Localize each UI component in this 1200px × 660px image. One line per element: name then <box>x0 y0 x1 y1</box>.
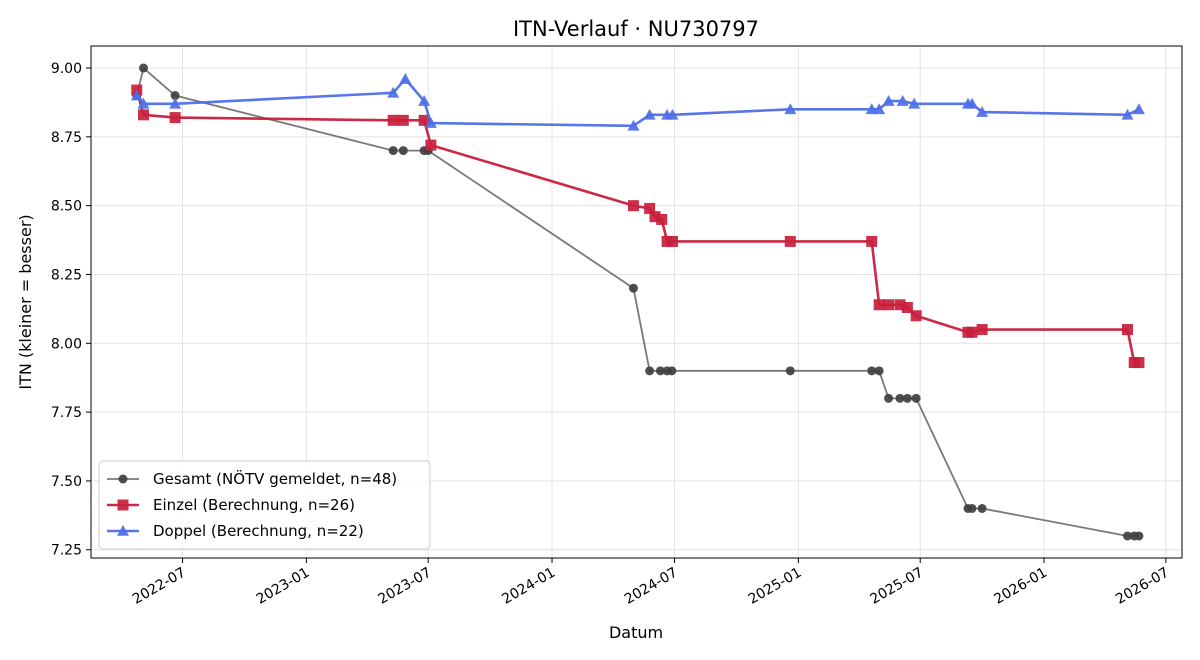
data-point-einzel <box>137 109 149 121</box>
data-point-einzel <box>425 139 437 151</box>
y-tick-label: 8.00 <box>51 336 82 352</box>
data-point-doppel <box>896 95 909 106</box>
y-axis-label: ITN (kleiner = besser) <box>16 214 35 389</box>
data-point-doppel <box>784 103 797 115</box>
data-point-einzel <box>667 235 679 247</box>
legend-label-doppel: Doppel (Berechnung, n=22) <box>153 522 364 540</box>
series-gesamt <box>132 63 1144 541</box>
legend-label-gesamt: Gesamt (NÖTV gemeldet, n=48) <box>153 469 397 488</box>
data-point-einzel <box>1121 324 1133 336</box>
data-point-gesamt <box>911 393 921 403</box>
data-point-gesamt <box>667 366 677 376</box>
data-point-doppel <box>130 89 143 101</box>
data-point-gesamt <box>1122 531 1132 541</box>
chart-title: ITN-Verlauf · NU730797 <box>513 17 759 41</box>
series-doppel <box>130 73 1145 131</box>
data-point-gesamt <box>785 366 795 376</box>
data-point-einzel <box>418 114 430 126</box>
legend-label-einzel: Einzel (Berechnung, n=26) <box>153 496 355 514</box>
data-point-einzel <box>397 114 409 126</box>
data-point-doppel <box>627 119 640 131</box>
data-point-gesamt <box>895 393 905 403</box>
data-point-gesamt <box>138 63 148 73</box>
plot-frame <box>90 45 1183 559</box>
data-point-doppel <box>976 106 989 117</box>
data-point-doppel <box>666 108 679 120</box>
legend: Gesamt (NÖTV gemeldet, n=48) Einzel (Bere… <box>98 460 431 550</box>
data-point-einzel <box>883 299 895 311</box>
series-einzel <box>131 84 1145 369</box>
data-point-doppel <box>399 73 412 84</box>
data-point-doppel <box>424 117 437 128</box>
data-point-gesamt <box>1134 531 1144 541</box>
data-point-einzel <box>901 302 913 314</box>
x-axis-label: Datum <box>609 623 663 642</box>
data-point-gesamt <box>884 393 894 403</box>
data-point-gesamt <box>874 366 884 376</box>
data-point-doppel <box>908 97 921 109</box>
data-point-doppel <box>387 86 400 98</box>
y-tick-label: 8.25 <box>51 267 82 283</box>
data-point-doppel <box>1121 108 1134 120</box>
y-tick-label: 7.25 <box>51 543 82 559</box>
legend-marker-einzel <box>117 499 129 511</box>
series-layer <box>130 63 1145 541</box>
y-tick-label: 7.50 <box>51 474 82 490</box>
legend-marker-gesamt <box>118 474 128 484</box>
data-point-einzel <box>644 202 656 214</box>
data-point-gesamt <box>645 366 655 376</box>
y-tick-label: 7.75 <box>51 405 82 421</box>
data-point-doppel <box>873 103 886 115</box>
data-point-einzel <box>169 112 181 124</box>
data-point-gesamt <box>628 283 638 293</box>
data-point-gesamt <box>388 146 398 156</box>
data-point-doppel <box>882 95 895 106</box>
data-point-einzel <box>649 211 661 223</box>
data-point-einzel <box>873 299 885 311</box>
data-point-doppel <box>418 95 431 106</box>
data-point-gesamt <box>867 366 877 376</box>
data-point-gesamt <box>170 91 180 101</box>
data-point-gesamt <box>902 393 912 403</box>
data-point-doppel <box>169 97 182 109</box>
y-tick-label: 8.75 <box>51 130 82 146</box>
legend-frame <box>98 460 431 550</box>
data-point-einzel <box>910 310 922 322</box>
data-point-doppel <box>966 97 979 109</box>
data-point-einzel <box>1133 357 1145 369</box>
data-point-einzel <box>656 213 668 225</box>
data-point-gesamt <box>655 366 665 376</box>
data-point-einzel <box>784 235 796 247</box>
data-point-gesamt <box>967 503 977 513</box>
legend-marker-doppel <box>117 525 129 536</box>
data-point-einzel <box>976 324 988 336</box>
y-tick-label: 9.00 <box>51 61 82 77</box>
data-point-einzel <box>894 299 906 311</box>
data-point-doppel <box>137 97 150 109</box>
data-point-einzel <box>627 200 639 212</box>
data-point-doppel <box>643 108 656 120</box>
data-point-doppel <box>1132 103 1145 115</box>
data-point-einzel <box>866 235 878 247</box>
data-point-gesamt <box>398 146 408 156</box>
data-point-einzel <box>966 326 978 338</box>
data-point-gesamt <box>977 503 987 513</box>
data-point-einzel <box>387 114 399 126</box>
y-tick-label: 8.50 <box>51 199 82 215</box>
